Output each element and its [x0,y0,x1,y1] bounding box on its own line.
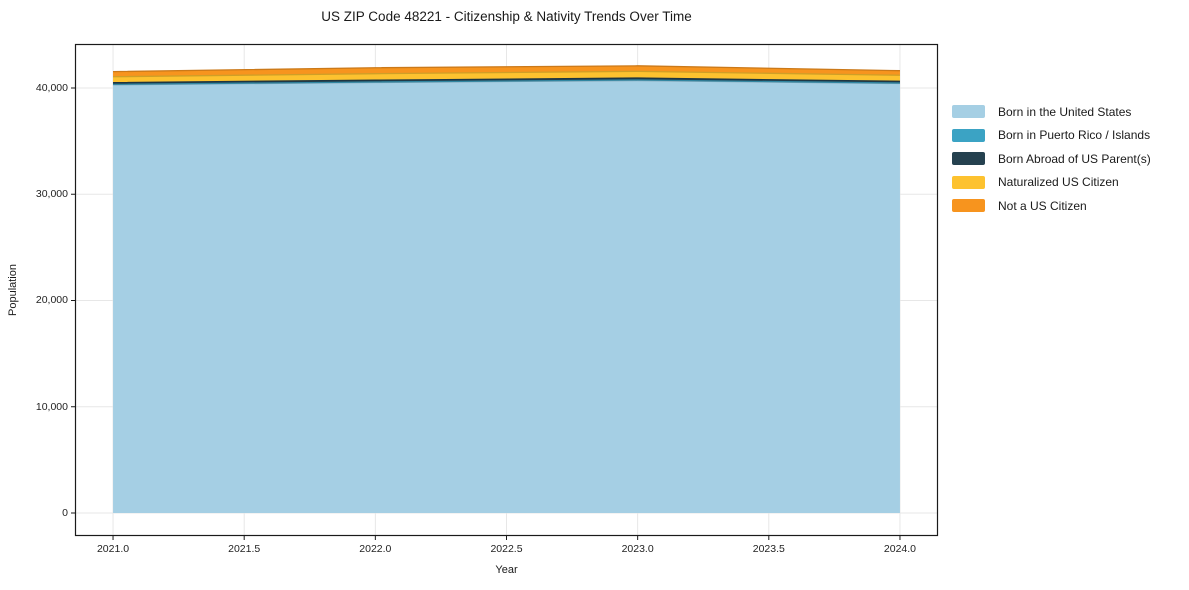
legend-item: Born in Puerto Rico / Islands [952,128,1151,142]
area-series-0 [113,80,900,513]
x-tick-label: 2022.5 [490,543,523,555]
area-series-2 [113,78,900,85]
legend-swatch [952,152,985,165]
legend-label: Born in the United States [998,104,1132,119]
y-tick-label: 20,000 [35,294,68,307]
x-axis-label: Year [495,564,518,576]
x-tick-label: 2023.5 [752,543,785,555]
x-tick-label: 2022.0 [359,543,392,555]
y-tick-label: 40,000 [35,81,68,94]
x-tick-label: 2023.0 [621,543,654,555]
y-tick-label: 0 [62,506,68,519]
legend-label: Born in Puerto Rico / Islands [998,128,1151,142]
area-edge-3 [113,70,900,78]
x-tick-label: 2024.0 [883,543,917,555]
area-edge-2 [113,77,900,84]
legend-swatch [952,105,985,118]
chart-title: US ZIP Code 48221 - Citizenship & Nativi… [321,9,692,24]
plot-area [71,43,939,540]
x-tick-label: 2021.0 [96,543,130,555]
legend-swatch [952,175,985,189]
legend-label: Naturalized US Citizen [998,175,1119,189]
y-tick-label: 30,000 [35,188,68,201]
y-axis-label: Population [7,264,19,316]
legend-swatch [952,199,985,212]
plot-border [74,43,939,537]
legend: Born in the United States Born in Puerto … [952,105,1151,223]
legend-label: Born Abroad of US Parent(s) [998,151,1151,166]
legend-item: Born in the United States [952,104,1151,119]
area-series-3 [113,71,900,83]
x-tick-label: 2021.5 [228,543,261,555]
stacked-area-plot [71,43,939,540]
area-edge-4 [113,65,900,73]
legend-item: Naturalized US Citizen [952,175,1151,189]
legend-item: Not a US Citizen [952,198,1151,213]
y-tick-label: 10,000 [35,400,68,413]
legend-label: Not a US Citizen [998,198,1087,213]
legend-item: Born Abroad of US Parent(s) [952,151,1151,166]
legend-swatch [952,128,985,142]
area-edge-1 [113,79,900,86]
tick-marks [71,87,901,540]
